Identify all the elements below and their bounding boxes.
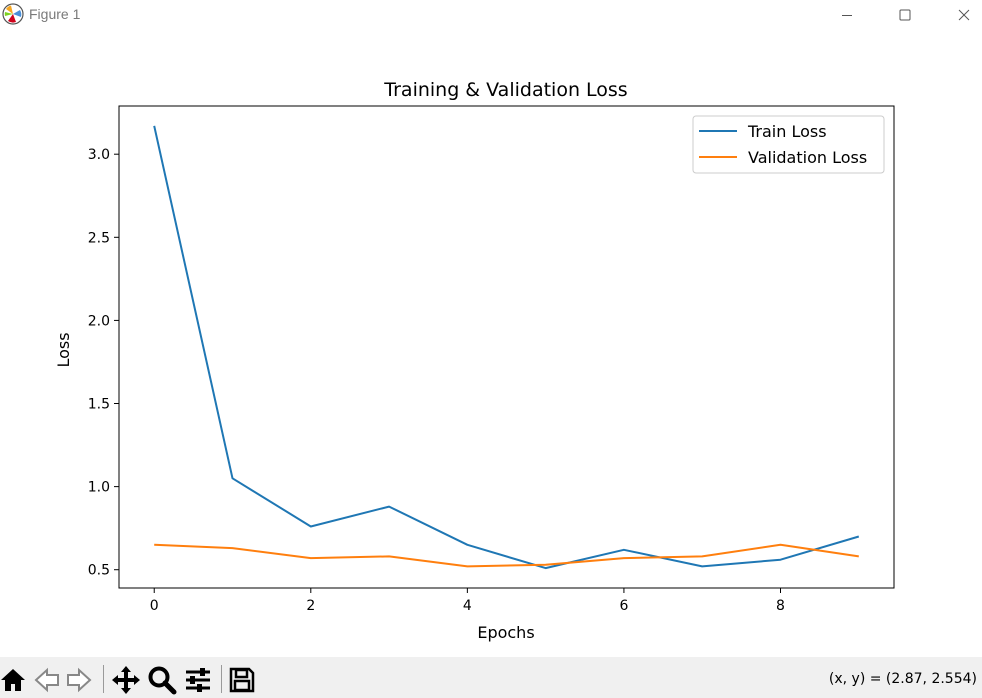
zoom-magnifier-icon: [148, 666, 177, 695]
legend-box: [692, 115, 885, 174]
toolbar-separator: [221, 665, 222, 693]
forward-arrow-icon: [67, 667, 92, 693]
chart-title: Training & Validation Loss: [383, 79, 627, 101]
toolbar-separator: [103, 665, 104, 693]
save-button[interactable]: [227, 665, 257, 695]
plot-area-frame: [118, 105, 895, 589]
y-tick-label: 1.0: [88, 480, 110, 496]
figure-canvas[interactable]: Training & Validation Loss Epochs Loss 0…: [0, 30, 982, 657]
window-title: Figure 1: [29, 6, 81, 22]
minimize-button[interactable]: [824, 0, 870, 30]
y-axis-label: Loss: [54, 332, 73, 367]
window-titlebar: Figure 1: [0, 0, 982, 30]
save-floppy-icon: [229, 667, 255, 693]
legend-label: Train Loss: [747, 122, 827, 141]
x-tick-label: 0: [150, 598, 159, 614]
x-axis-label: Epochs: [477, 623, 534, 642]
series-line-validation-loss: [154, 543, 859, 568]
matplotlib-icon: [2, 3, 24, 25]
configure-subplots-icon: [186, 668, 210, 692]
close-button[interactable]: [941, 0, 982, 30]
cursor-coordinates: (x, y) = (2.87, 2.554): [828, 671, 977, 687]
configure-subplots-button[interactable]: [183, 665, 213, 695]
y-tick-label: 0.5: [88, 563, 110, 579]
close-icon: [958, 9, 970, 21]
y-tick-label: 1.5: [88, 397, 110, 413]
loss-chart: Training & Validation Loss Epochs Loss 0…: [54, 79, 895, 642]
x-tick-label: 8: [776, 598, 785, 614]
minimize-icon: [842, 15, 852, 16]
zoom-button[interactable]: [147, 665, 177, 695]
home-button[interactable]: [0, 665, 28, 695]
pan-move-icon: [112, 666, 140, 694]
back-button[interactable]: [32, 665, 62, 695]
y-tick-label: 3.0: [88, 147, 110, 163]
x-tick-label: 4: [463, 598, 472, 614]
x-tick-label: 2: [306, 598, 315, 614]
forward-button[interactable]: [64, 665, 94, 695]
series-line-train-loss: [153, 125, 860, 570]
navigation-toolbar: (x, y) = (2.87, 2.554): [0, 657, 982, 698]
maximize-icon: [899, 9, 911, 21]
x-tick-label: 6: [619, 598, 628, 614]
back-arrow-icon: [34, 667, 59, 693]
maximize-button[interactable]: [882, 0, 928, 30]
y-tick-label: 2.0: [88, 313, 110, 329]
pan-button[interactable]: [111, 665, 141, 695]
legend-label: Validation Loss: [748, 148, 867, 167]
y-tick-label: 2.5: [88, 230, 110, 246]
home-icon: [1, 669, 25, 691]
